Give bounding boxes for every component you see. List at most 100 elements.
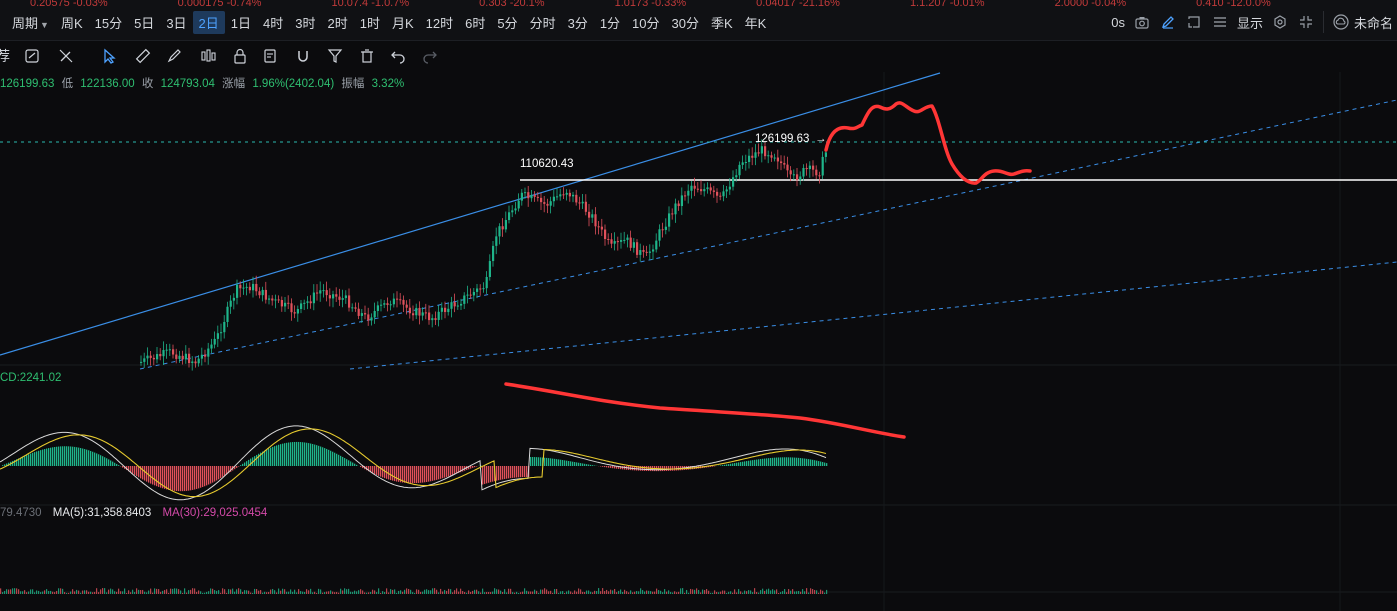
ruler-icon[interactable] [134, 47, 152, 65]
volume-bar [712, 592, 714, 594]
tab-15min[interactable]: 15分 [94, 15, 123, 31]
tab-year[interactable]: 年K [744, 15, 767, 31]
volume-bar [758, 592, 760, 594]
volume-bar [814, 589, 816, 594]
upper-trend-line[interactable] [0, 72, 941, 356]
volume-bar [226, 592, 228, 594]
volume-bar [692, 589, 694, 594]
tab-3day[interactable]: 3日 [166, 15, 187, 31]
tab-5day[interactable]: 5日 [134, 15, 155, 31]
filter-icon[interactable] [326, 47, 344, 65]
expand-icon[interactable] [1185, 13, 1203, 31]
tab-week[interactable]: 周K [60, 15, 83, 31]
list-icon[interactable] [1211, 13, 1229, 31]
volume-bar [398, 590, 400, 594]
volume-bar [404, 589, 406, 594]
volume-bar [12, 588, 14, 594]
volume-bar [244, 590, 246, 594]
macd-bar [356, 464, 358, 466]
volume-bar [380, 592, 382, 594]
macd-bar [748, 460, 750, 466]
tab-10min[interactable]: 10分 [632, 15, 660, 31]
account-status[interactable]: 未命名 [1332, 13, 1397, 32]
candle-body [706, 187, 709, 190]
macd-bar [578, 462, 580, 466]
tab-2day[interactable]: 2日 [192, 10, 225, 34]
tab-4hour[interactable]: 4时 [263, 15, 284, 31]
candle-body [594, 214, 597, 227]
candle-body [597, 226, 600, 228]
pencil-icon[interactable] [1159, 13, 1177, 31]
macd-dea-line [0, 428, 827, 498]
tab-12hour[interactable]: 12时 [425, 15, 454, 31]
trash-icon[interactable] [358, 47, 376, 65]
candle-body [658, 229, 661, 241]
tab-5min[interactable]: 5分 [497, 15, 518, 31]
volume-bar [168, 592, 170, 594]
macd-bar [444, 466, 446, 478]
volume-bar [696, 588, 698, 594]
tab-1hour[interactable]: 1时 [359, 15, 380, 31]
candle-body [764, 146, 767, 157]
hand-drawn-price-path[interactable] [824, 101, 1032, 185]
gear-icon[interactable] [1271, 13, 1289, 31]
redo-icon[interactable] [421, 47, 439, 65]
tab-3min[interactable]: 3分 [567, 15, 588, 31]
period-dropdown[interactable]: 周期 ▼ [6, 11, 55, 34]
macd-bar [672, 466, 674, 471]
tab-30min[interactable]: 30分 [671, 15, 699, 31]
tab-1day[interactable]: 1日 [230, 15, 252, 31]
select-cursor-icon[interactable] [101, 47, 119, 65]
volume-bar [558, 592, 560, 594]
tab-3hour[interactable]: 3时 [295, 15, 316, 31]
volume-bar [624, 589, 626, 594]
volume-bar [86, 590, 88, 594]
volume-bar [458, 591, 460, 594]
tab-quarter[interactable]: 季K [710, 15, 733, 31]
volume-bar [602, 588, 604, 594]
lock-icon[interactable] [231, 47, 249, 65]
volume-bar [520, 592, 522, 594]
candle-body [562, 194, 565, 196]
magnet-icon[interactable] [294, 47, 312, 65]
tab-month[interactable]: 月K [391, 15, 414, 31]
channel-bottom-line[interactable] [349, 261, 1397, 370]
volume-bar [698, 589, 700, 594]
macd-bar [284, 443, 286, 466]
hide-drawings-icon[interactable] [57, 47, 75, 65]
tab-6hour[interactable]: 6时 [465, 15, 486, 31]
macd-bar [642, 466, 644, 471]
volume-bar [330, 590, 332, 594]
macd-bar [508, 466, 510, 479]
volume-bar [132, 589, 134, 594]
kline-chart[interactable]: 110620.43 126199.63 → [0, 72, 1397, 611]
camera-icon[interactable] [1133, 13, 1151, 31]
notes-edit-icon[interactable] [262, 47, 280, 65]
macd-bar [610, 466, 612, 468]
macd-bar [142, 466, 144, 480]
tab-1min[interactable]: 1分 [599, 15, 621, 31]
volume-bar [290, 589, 292, 594]
macd-bar [196, 466, 198, 489]
candle-body [191, 361, 194, 364]
candle-shape-icon[interactable] [199, 47, 217, 65]
hand-drawn-macd-trendline[interactable] [504, 382, 906, 439]
candle-body [460, 303, 463, 306]
lower-trend-line[interactable] [139, 99, 1397, 370]
tab-2hour[interactable]: 2时 [327, 15, 348, 31]
candle-body [821, 156, 824, 176]
volume-bar [340, 588, 342, 594]
candle-body [741, 162, 744, 165]
tab-timeshare[interactable]: 分时 [529, 15, 556, 31]
volume-bar [90, 591, 92, 594]
volume-bar [628, 592, 630, 594]
sync-drawing-icon[interactable] [23, 47, 41, 65]
volume-bar [444, 589, 446, 594]
undo-icon[interactable] [389, 47, 407, 65]
brush-icon[interactable] [165, 47, 183, 65]
recommend-tool[interactable]: 荐 [0, 48, 10, 64]
macd-bar [178, 466, 180, 492]
candle-body [680, 195, 683, 207]
display-button[interactable]: 显示 [1236, 15, 1263, 31]
fullscreen-icon[interactable] [1297, 13, 1315, 31]
